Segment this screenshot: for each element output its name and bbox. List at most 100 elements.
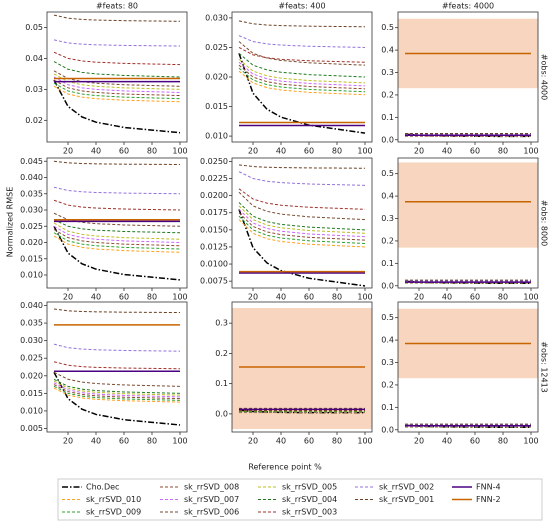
series-line	[53, 229, 181, 247]
y-tick-label: 0.005	[20, 424, 43, 433]
y-tick-label: 0.010	[205, 132, 228, 141]
x-tick-label: 20	[248, 293, 258, 302]
x-tick-label: 20	[414, 437, 424, 446]
y-tick-label: 0.2	[381, 236, 394, 245]
y-tick-label: 0.0250	[200, 157, 228, 166]
series-line	[238, 188, 366, 210]
y-tick-label: 0.2	[215, 349, 228, 358]
y-tick-label: 0.020	[20, 371, 43, 380]
x-tick-label: 80	[498, 293, 508, 302]
series-line	[53, 76, 181, 93]
plot-area	[398, 18, 538, 138]
legend-label: sk_rrSVD_006	[184, 508, 239, 517]
series-line	[53, 160, 181, 165]
legend-label: sk_rrSVD_008	[184, 483, 239, 492]
y-tick-label: 0.0	[215, 409, 228, 418]
y-tick-label: 0.3	[381, 214, 394, 223]
series-line	[238, 20, 366, 28]
y-tick-label: 0.4	[381, 336, 394, 345]
series-line	[238, 205, 366, 234]
series-line	[238, 208, 366, 238]
series-line	[238, 171, 366, 186]
y-tick-label: 0.0	[381, 135, 394, 144]
x-tick-label: 60	[304, 293, 314, 302]
y-tick-label: 0.0200	[200, 191, 228, 200]
axes-frame	[46, 11, 188, 143]
legend-label: sk_rrSVD_004	[282, 495, 337, 504]
x-tick-label: 40	[276, 437, 286, 446]
legend-label: sk_rrSVD_007	[184, 495, 239, 504]
y-tick-label: 0.015	[20, 254, 43, 263]
series-line	[238, 202, 366, 231]
series-line	[238, 212, 366, 241]
x-tick-label: 100	[357, 293, 372, 302]
column-title: #feats: 4000	[442, 2, 494, 11]
x-tick-label: 100	[523, 437, 538, 446]
plot-area	[238, 164, 366, 287]
y-tick-label: 0.1	[381, 259, 394, 268]
x-tick-label: 80	[498, 437, 508, 446]
y-tick-label: 0.030	[20, 206, 43, 215]
series-line	[53, 382, 181, 398]
x-tick-label: 20	[414, 147, 424, 156]
series-line	[238, 209, 366, 287]
y-tick-label: 0.3	[381, 68, 394, 77]
axes-frame	[231, 157, 373, 289]
axes-frame	[397, 157, 539, 289]
series-line	[53, 199, 181, 211]
y-tick-label: 0.5	[381, 23, 394, 32]
series-line	[53, 384, 181, 400]
series-line	[238, 191, 366, 221]
x-tick-label: 80	[147, 293, 157, 302]
y-tick-label: 0.040	[20, 301, 43, 310]
x-tick-label: 60	[119, 147, 129, 156]
y-tick-label: 0.4	[381, 192, 394, 201]
axes-frame	[46, 157, 188, 289]
y-tick-label: 0.030	[205, 13, 228, 22]
series-line	[53, 343, 181, 352]
x-tick-label: 20	[414, 293, 424, 302]
series-line	[53, 39, 181, 47]
legend-label: FNN-2	[476, 495, 501, 504]
y-tick-label: 0.015	[20, 389, 43, 398]
series-line	[53, 51, 181, 66]
legend-label: sk_rrSVD_010	[86, 495, 141, 504]
legend-label: sk_rrSVD_001	[379, 495, 434, 504]
y-tick-label: 0.025	[20, 354, 43, 363]
legend-label: sk_rrSVD_009	[86, 508, 141, 517]
legend-label: sk_rrSVD_005	[282, 483, 337, 492]
legend-label: sk_rrSVD_003	[282, 508, 337, 517]
x-tick-label: 80	[147, 147, 157, 156]
x-axis-label: Reference point %	[248, 463, 322, 472]
series-line	[53, 380, 181, 396]
y-tick-label: 0.0	[381, 425, 394, 434]
plot-area	[398, 308, 538, 429]
y-tick-label: 0.0150	[200, 225, 228, 234]
y-tick-label: 0.03	[25, 85, 43, 94]
series-line	[53, 308, 181, 314]
y-tick-label: 0.045	[20, 157, 43, 166]
x-tick-label: 40	[91, 437, 101, 446]
x-tick-label: 100	[523, 147, 538, 156]
x-tick-label: 40	[276, 293, 286, 302]
y-tick-label: 0.1	[381, 403, 394, 412]
x-tick-label: 40	[442, 147, 452, 156]
x-tick-label: 80	[147, 437, 157, 446]
y-tick-label: 0.0175	[200, 208, 228, 217]
y-tick-label: 0.2	[381, 90, 394, 99]
x-tick-label: 100	[172, 147, 187, 156]
x-tick-label: 100	[523, 293, 538, 302]
y-tick-label: 0.025	[205, 43, 228, 52]
y-tick-label: 0.030	[20, 336, 43, 345]
series-line	[53, 85, 181, 103]
x-tick-label: 60	[470, 437, 480, 446]
row-label: #obs: 8000	[540, 200, 549, 246]
x-tick-label: 60	[470, 147, 480, 156]
series-line	[53, 378, 181, 394]
row-label: #obs: 4000	[540, 54, 549, 100]
x-tick-label: 40	[91, 147, 101, 156]
x-tick-label: 80	[498, 147, 508, 156]
x-tick-label: 100	[357, 437, 372, 446]
y-axis-label: Normalized RMSE	[6, 187, 15, 258]
x-tick-label: 60	[470, 293, 480, 302]
